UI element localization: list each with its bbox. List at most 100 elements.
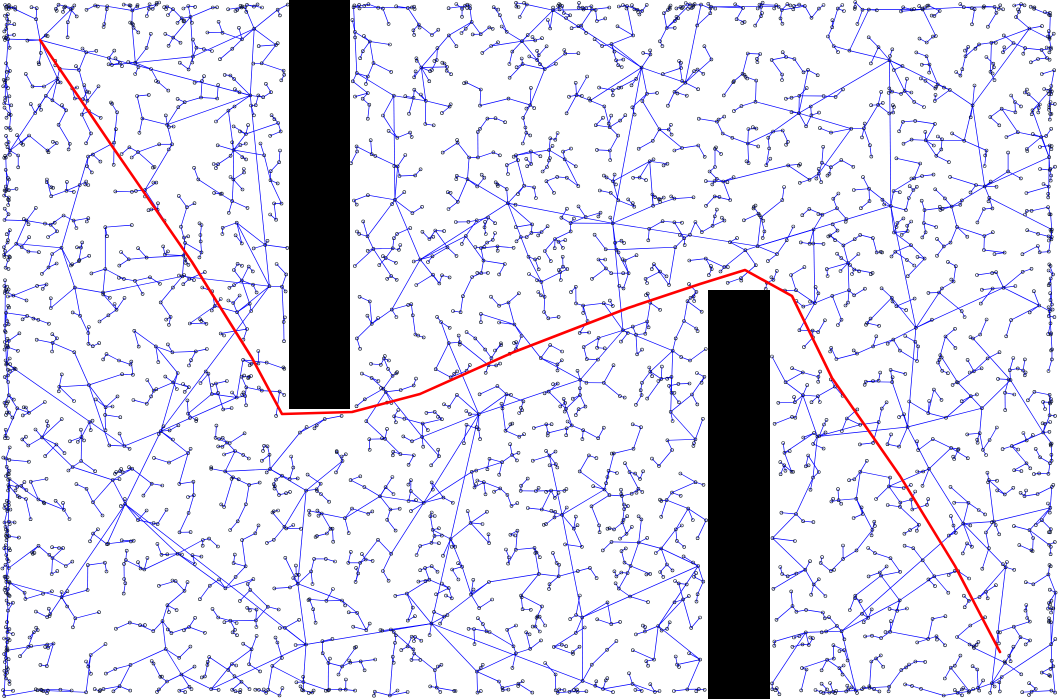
tree-edge: [367, 236, 374, 250]
tree-edge: [949, 89, 973, 106]
tree-edge: [80, 242, 83, 248]
tree-edge: [431, 414, 480, 624]
tree-edge: [1049, 33, 1054, 40]
tree-edge: [1049, 589, 1056, 593]
tree-edge: [200, 97, 218, 99]
tree-edge: [846, 418, 861, 426]
tree-edge: [277, 4, 288, 11]
tree-edge: [475, 246, 482, 249]
tree-edge: [118, 360, 131, 365]
tree-edge: [50, 215, 64, 225]
tree-edge: [905, 197, 910, 211]
tree-edge: [191, 56, 194, 63]
tree-edge: [209, 656, 229, 671]
tree-edge: [131, 23, 136, 63]
tree-edge: [61, 184, 81, 248]
tree-edge: [1026, 186, 1049, 194]
tree-edge: [657, 625, 701, 660]
tree-edge: [106, 503, 126, 545]
tree-edge: [414, 89, 427, 102]
tree-edge: [290, 456, 294, 468]
tree-edge: [480, 247, 484, 261]
tree-edge: [525, 127, 527, 133]
tree-edge: [956, 226, 968, 237]
tree-edge: [199, 585, 211, 600]
tree-edge: [190, 16, 193, 23]
tree-edge: [668, 129, 672, 135]
tree-edge: [621, 551, 625, 563]
tree-edge: [771, 356, 786, 383]
tree-edge: [4, 521, 9, 523]
tree-edge: [489, 631, 514, 647]
tree-edge: [425, 579, 430, 582]
tree-edge: [393, 95, 396, 200]
tree-edge: [552, 9, 642, 68]
tree-edge: [896, 298, 915, 307]
tree-edge: [802, 372, 819, 378]
tree-edge: [657, 625, 662, 631]
tree-edge: [890, 557, 901, 573]
tree-edge: [1048, 315, 1055, 318]
tree-edge: [297, 571, 312, 584]
tree-edge: [480, 27, 490, 35]
tree-edge: [837, 489, 839, 501]
tree-edge: [602, 541, 612, 551]
tree-edge: [841, 159, 854, 168]
tree-edge: [235, 690, 241, 693]
tree-edge: [81, 421, 90, 438]
tree-edge: [855, 471, 861, 499]
tree-edge: [609, 120, 621, 128]
tree-edge: [74, 287, 104, 293]
tree-edge: [167, 629, 172, 634]
tree-edge: [364, 486, 381, 497]
tree-edge: [3, 548, 7, 556]
tree-edge: [4, 330, 6, 333]
tree-edge: [211, 468, 226, 472]
tree-edge: [383, 388, 423, 438]
tree-edge: [793, 4, 800, 7]
tree-edge: [407, 7, 420, 25]
tree-edge: [570, 286, 577, 293]
tree-edge: [21, 142, 24, 145]
tree-edge: [827, 36, 835, 47]
tree-edge: [129, 5, 133, 11]
tree-edge: [972, 338, 1011, 381]
tree-edge: [52, 100, 67, 111]
tree-edge: [887, 443, 900, 447]
tree-edge: [987, 351, 1000, 359]
tree-edge: [105, 414, 121, 418]
tree-edge: [866, 322, 880, 327]
tree-edge: [377, 539, 392, 554]
tree-edge: [818, 162, 823, 174]
tree-edge: [365, 559, 373, 562]
tree-edge: [840, 262, 849, 272]
tree-edge: [241, 266, 250, 281]
tree-edge: [385, 248, 393, 259]
tree-edge: [1028, 93, 1041, 105]
tree-edge: [529, 640, 542, 650]
tree-edge: [900, 7, 904, 12]
tree-edge: [385, 389, 401, 393]
tree-edge: [421, 66, 448, 68]
tree-edge: [970, 105, 973, 118]
tree-edge: [759, 2, 763, 5]
tree-edge: [895, 244, 912, 253]
tree-edge: [92, 529, 99, 534]
tree-edge: [972, 28, 1030, 106]
tree-edge: [8, 594, 10, 597]
tree-edge: [548, 149, 565, 160]
tree-edge: [40, 689, 42, 691]
tree-edge: [177, 553, 182, 555]
tree-edge: [137, 143, 160, 153]
tree-edge: [476, 177, 485, 187]
tree-edge: [6, 466, 10, 471]
tree-edge: [582, 664, 593, 682]
tree-edge: [882, 199, 885, 205]
tree-edge: [892, 339, 901, 351]
tree-edge: [427, 256, 433, 263]
tree-edge: [878, 408, 883, 423]
tree-edge: [638, 542, 662, 549]
tree-edge: [865, 635, 873, 637]
tree-edge: [641, 4, 647, 12]
